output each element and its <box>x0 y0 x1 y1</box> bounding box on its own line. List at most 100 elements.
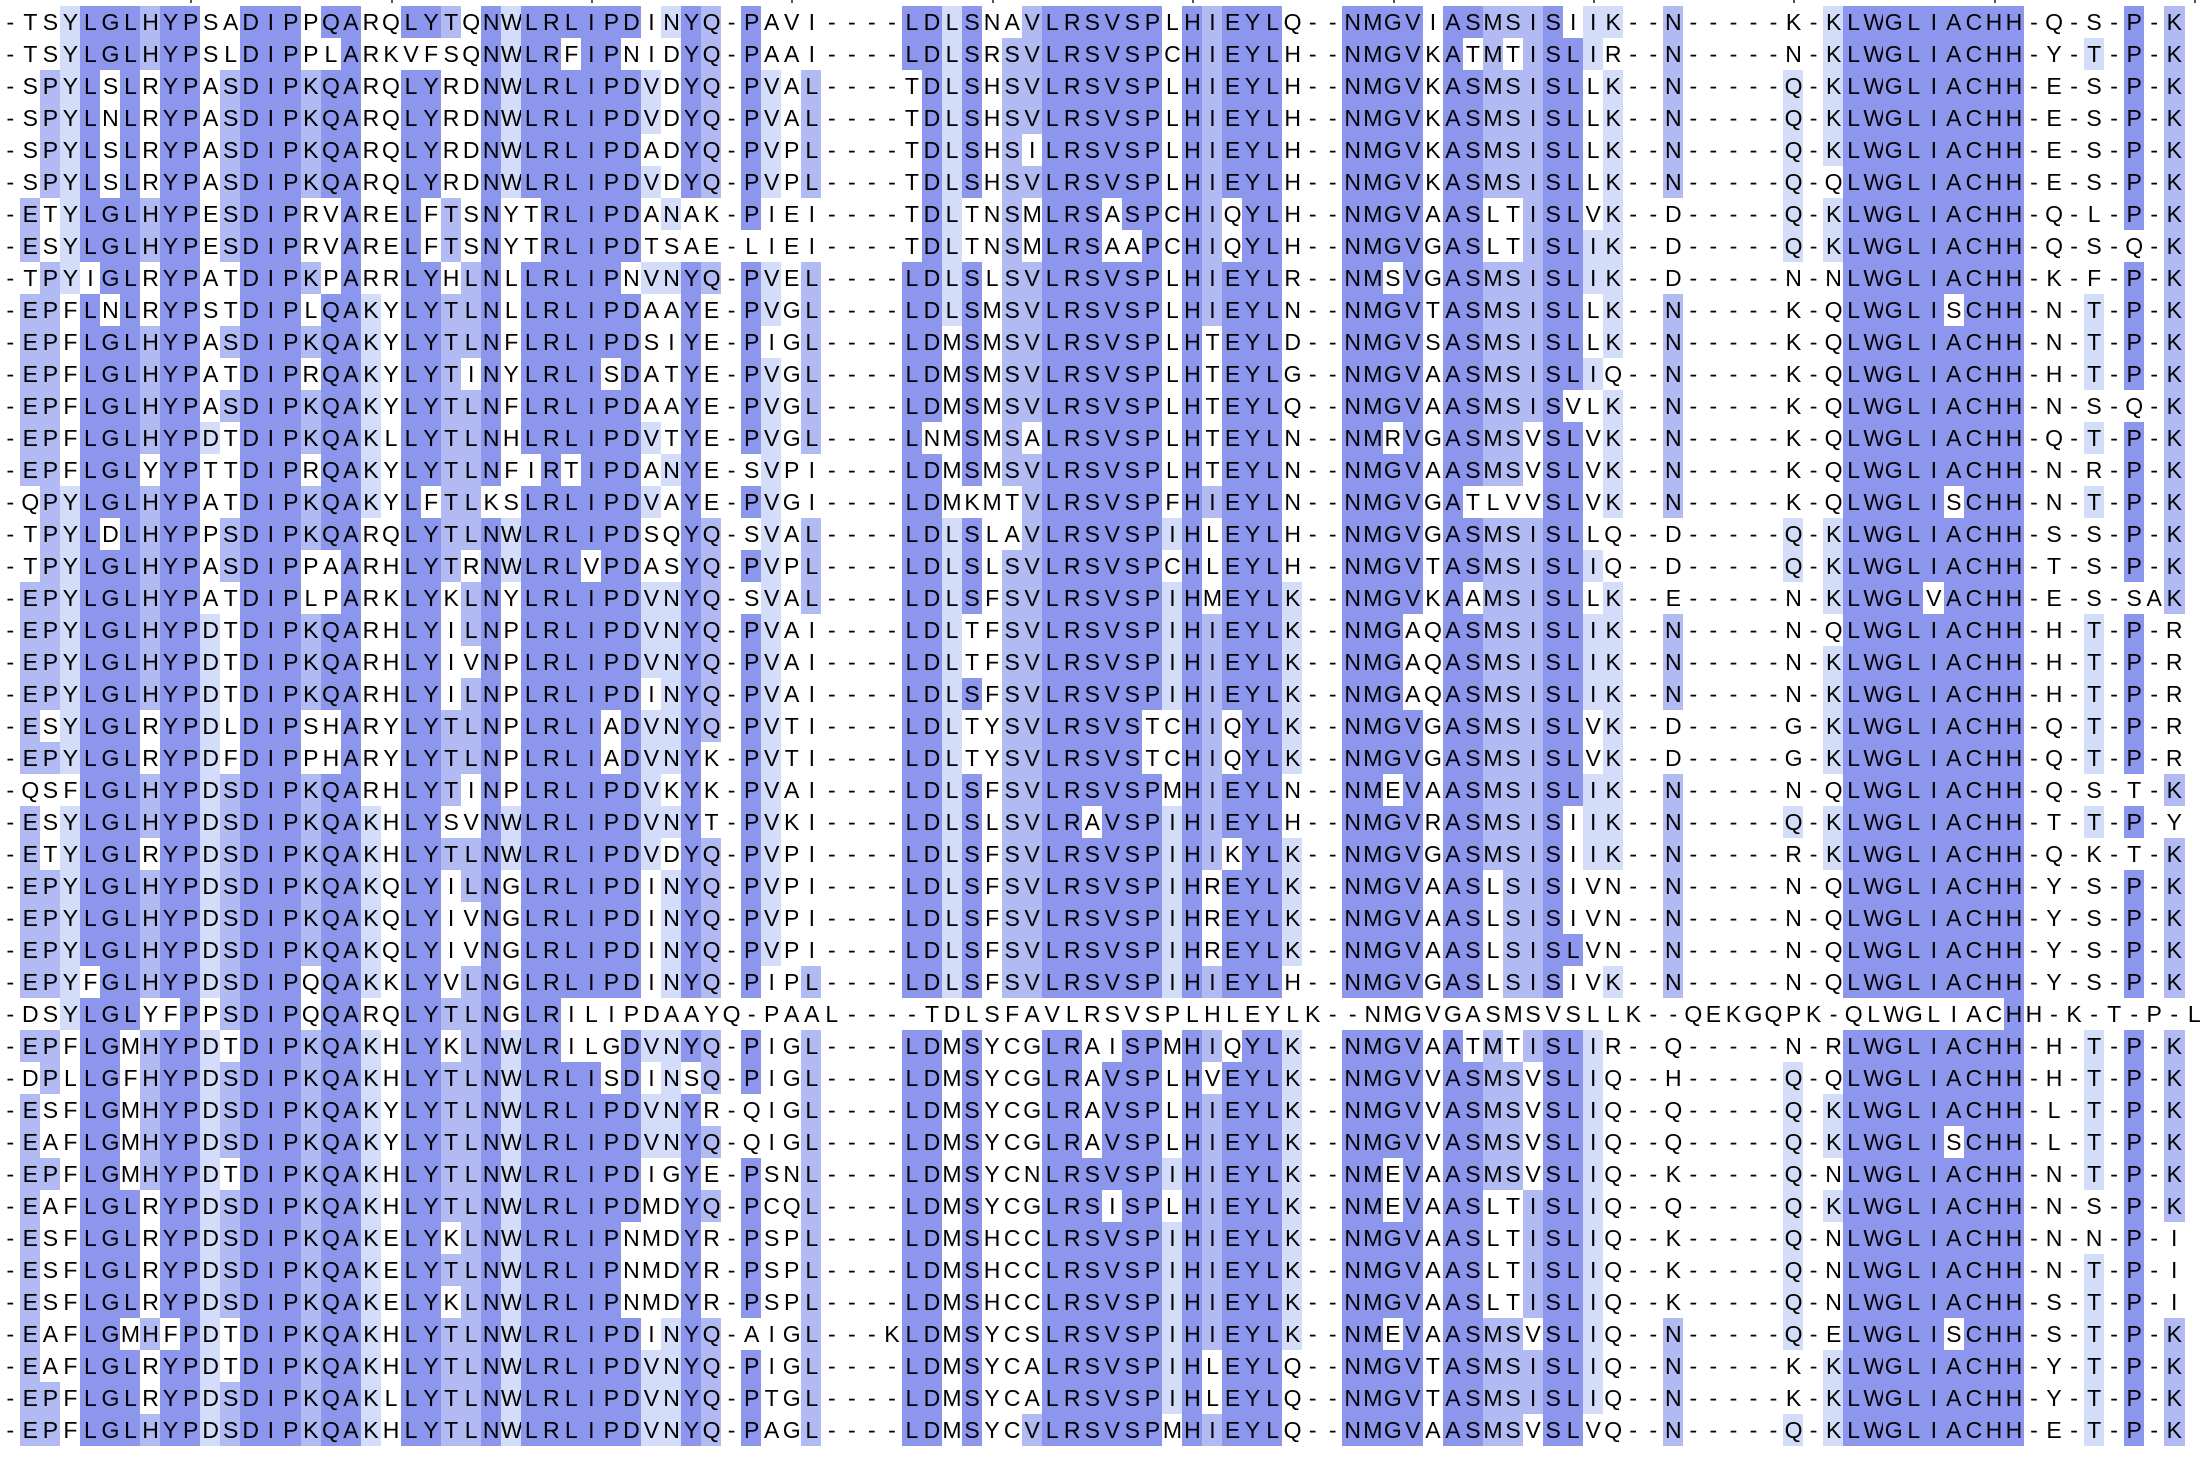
residue-cell: S <box>1382 262 1404 294</box>
residue-cell: A <box>340 166 362 198</box>
residue-cell: V <box>1422 1126 1444 1158</box>
residue-cell: R <box>2163 710 2185 742</box>
residue-cell: G <box>100 1318 121 1350</box>
residue-cell: S <box>1462 966 1484 998</box>
residue-cell: F <box>60 1318 81 1350</box>
residue-cell: Q <box>1783 1094 1804 1126</box>
residue-cell: A <box>1943 198 1965 230</box>
residue-cell: G <box>1422 838 1444 870</box>
residue-cell: L <box>561 6 582 38</box>
residue-cell: P <box>180 454 201 486</box>
residue-cell: V <box>1402 326 1424 358</box>
residue-cell: V <box>1502 486 1524 518</box>
residue-cell: L <box>1262 134 1283 166</box>
residue-cell: I <box>1923 1254 1945 1286</box>
residue-cell: L <box>1041 358 1063 390</box>
residue-cell: E <box>1222 870 1243 902</box>
gap-cell: - <box>841 1318 863 1350</box>
residue-cell: H <box>1983 390 2005 422</box>
residue-cell: Y <box>1242 582 1263 614</box>
residue-cell: H <box>981 134 1003 166</box>
residue-cell: G <box>1883 966 1905 998</box>
residue-cell: K <box>2163 102 2185 134</box>
residue-cell: L <box>1923 998 1945 1030</box>
residue-cell: V <box>641 1350 662 1382</box>
residue-cell: Q <box>1783 1254 1804 1286</box>
residue-cell: D <box>240 134 262 166</box>
residue-cell: I <box>1021 134 1043 166</box>
residue-cell: R <box>540 966 562 998</box>
gap-cell: - <box>841 806 863 838</box>
residue-cell: T <box>761 1382 782 1414</box>
residue-cell: L <box>460 1094 482 1126</box>
residue-cell: R <box>140 1254 161 1286</box>
residue-cell: I <box>1522 70 1544 102</box>
gap-cell: - <box>1683 6 1704 38</box>
residue-cell: N <box>1823 1254 1844 1286</box>
residue-cell: K <box>300 102 322 134</box>
residue-cell: D <box>621 390 642 422</box>
gap-cell: - <box>721 646 742 678</box>
residue-cell: P <box>180 1158 201 1190</box>
residue-cell: H <box>1182 1158 1203 1190</box>
residue-cell: N <box>1663 614 1684 646</box>
residue-cell: P <box>280 614 302 646</box>
residue-cell: H <box>1182 1414 1203 1446</box>
residue-cell: K <box>961 486 983 518</box>
gap-cell: - <box>861 1190 883 1222</box>
residue-cell: S <box>1001 614 1023 646</box>
residue-cell: P <box>300 550 322 582</box>
residue-cell: D <box>921 838 943 870</box>
residue-cell: Y <box>1242 1414 1263 1446</box>
residue-cell: I <box>1522 678 1544 710</box>
residue-cell: S <box>1562 998 1584 1030</box>
residue-cell: L <box>520 1030 542 1062</box>
residue-cell: W <box>500 70 523 102</box>
gap-cell: - <box>2143 102 2165 134</box>
residue-cell: D <box>240 1350 262 1382</box>
gap-cell: - <box>1723 1126 1744 1158</box>
gap-cell: - <box>721 102 742 134</box>
residue-cell: E <box>701 230 722 262</box>
residue-cell: V <box>1402 870 1424 902</box>
residue-cell: V <box>320 198 342 230</box>
residue-cell: R <box>540 38 562 70</box>
gap-cell: - <box>1743 102 1764 134</box>
residue-cell: E <box>20 1094 41 1126</box>
residue-cell: K <box>2163 6 2185 38</box>
residue-cell: L <box>1582 390 1604 422</box>
residue-cell: H <box>2003 582 2025 614</box>
residue-cell: N <box>661 1030 682 1062</box>
residue-cell: K <box>1783 486 1804 518</box>
residue-cell: A <box>1442 1030 1464 1062</box>
residue-cell: P <box>280 1126 302 1158</box>
residue-cell: K <box>360 902 382 934</box>
residue-cell: Y <box>420 102 442 134</box>
residue-cell: L <box>1562 486 1584 518</box>
residue-cell: L <box>901 678 923 710</box>
gap-cell: - <box>0 1094 21 1126</box>
gap-cell: - <box>821 1350 843 1382</box>
residue-cell: P <box>781 966 803 998</box>
residue-cell: W <box>1863 582 1885 614</box>
residue-cell: L <box>400 1254 422 1286</box>
residue-cell: L <box>1041 38 1063 70</box>
gap-cell: - <box>1683 1222 1704 1254</box>
residue-cell: D <box>1663 198 1684 230</box>
gap-cell: - <box>2023 166 2045 198</box>
residue-cell: S <box>961 390 983 422</box>
residue-cell: S <box>1081 1158 1103 1190</box>
residue-cell: L <box>561 134 582 166</box>
residue-cell: P <box>1142 1286 1163 1318</box>
residue-cell: I <box>1162 806 1183 838</box>
residue-cell: S <box>1122 902 1143 934</box>
residue-cell: H <box>2003 1222 2025 1254</box>
gap-cell: - <box>861 38 883 70</box>
residue-cell: P <box>781 1222 803 1254</box>
residue-cell: H <box>2003 1062 2025 1094</box>
residue-cell: I <box>260 102 282 134</box>
residue-cell: D <box>200 806 221 838</box>
residue-cell: E <box>2043 102 2065 134</box>
